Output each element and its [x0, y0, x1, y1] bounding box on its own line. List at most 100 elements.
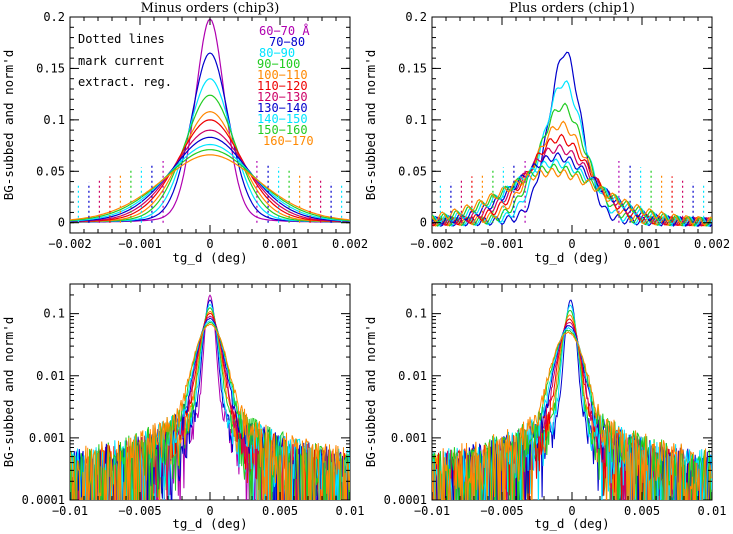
y-tick-label: 0 — [58, 216, 65, 230]
series-line — [70, 78, 350, 223]
series-line — [432, 331, 712, 500]
axis-ticks: −0.01 −0.005 0 0.005 0.01 0.0001 0.001 0.01 0.1 — [22, 284, 365, 518]
panel-plus-orders-log: −0.01 −0.005 0 0.005 0.010.00010.0010.010.1 … — [363, 283, 727, 531]
series-line — [432, 51, 712, 228]
legend-entry: 70−80 — [269, 35, 305, 49]
extraction-region-markers — [77, 161, 343, 223]
x-tick-label: −0.005 — [480, 504, 523, 518]
x-tick-label: −0.01 — [414, 504, 450, 518]
x-tick-label: −0.01 — [52, 504, 88, 518]
annotation-line-3: extract. reg. — [78, 75, 172, 89]
plot-frame — [69, 16, 351, 234]
series-group — [70, 18, 350, 223]
series-line — [432, 151, 712, 227]
series-line — [70, 119, 350, 223]
series-line — [432, 163, 712, 227]
annotation-line-2: mark current — [78, 54, 165, 68]
x-axis-label: tg_d (deg) — [172, 516, 247, 531]
series-line — [70, 143, 350, 222]
y-tick-label: 0.15 — [398, 61, 427, 75]
x-tick-label: 0.01 — [698, 504, 727, 518]
y-tick-label: 0.0001 — [384, 493, 427, 507]
series-line — [70, 136, 350, 222]
series-line — [432, 143, 712, 227]
y-tick-label: 0.05 — [36, 164, 65, 178]
y-tick-label: 0.2 — [43, 10, 65, 24]
x-tick-label: −0.005 — [118, 504, 161, 518]
y-tick-label: 0.001 — [391, 431, 427, 445]
y-tick-label: 0.1 — [405, 307, 427, 321]
y-tick-label: 0.01 — [36, 369, 65, 383]
legend-entry: 110−120 — [257, 79, 308, 93]
y-tick-label: 0.2 — [405, 10, 427, 24]
x-tick-label: −0.001 — [118, 237, 161, 251]
legend-entry: 150−160 — [257, 123, 308, 137]
x-tick-label: −0.001 — [480, 237, 523, 251]
series-line — [70, 294, 350, 500]
y-tick-label: 0.1 — [43, 307, 65, 321]
legend-entry: 140−150 — [257, 112, 308, 126]
legend-entry: 130−140 — [257, 101, 308, 115]
series-group — [432, 299, 712, 500]
x-tick-label: 0.005 — [624, 504, 660, 518]
panel-title: Plus orders (chip1) — [509, 1, 635, 16]
legend-entry: 90−100 — [257, 57, 300, 71]
y-tick-label: 0.0001 — [22, 493, 65, 507]
axis-ticks: −0.002 −0.001 0 0.001 0.002 0 0.05 0.1 0.15 0.2 — [398, 10, 730, 251]
series-line — [432, 80, 712, 227]
y-tick-label: 0.15 — [36, 61, 65, 75]
x-tick-label: 0.01 — [336, 504, 365, 518]
x-tick-label: 0.001 — [624, 237, 660, 251]
series-group — [70, 294, 350, 500]
series-line — [70, 94, 350, 223]
legend-entry: 160−170 — [263, 134, 314, 148]
legend: 60−70 Å70−8080−9090−100100−110110−120120… — [257, 23, 314, 148]
series-line — [70, 18, 350, 223]
y-axis-label: BG-subbed and norm'd — [363, 50, 378, 201]
x-axis-label: tg_d (deg) — [534, 250, 609, 265]
panel-title: Minus orders (chip3) — [141, 1, 280, 16]
x-tick-label: −0.002 — [48, 237, 91, 251]
legend-entry: 120−130 — [257, 90, 308, 104]
annotation-line-1: Dotted lines — [78, 32, 165, 46]
x-tick-label: 0 — [568, 237, 575, 251]
x-axis-label: tg_d (deg) — [172, 250, 247, 265]
x-tick-label: 0.005 — [262, 504, 298, 518]
y-tick-label: 0.001 — [29, 431, 65, 445]
y-tick-label: 0.01 — [398, 369, 427, 383]
series-line — [70, 149, 350, 221]
y-tick-label: 0 — [420, 216, 427, 230]
y-tick-label: 0.1 — [405, 113, 427, 127]
legend-entry: 100−110 — [257, 68, 308, 82]
panel-minus-orders-linear: Minus orders (chip3) −0.002 −0.001 0 0.001 0… — [1, 1, 368, 265]
x-tick-label: −0.002 — [410, 237, 453, 251]
y-axis-label: BG-subbed and norm'd — [1, 50, 16, 201]
series-line — [70, 315, 349, 500]
legend-entry: 60−70 Å — [259, 23, 310, 38]
legend-entry: 80−90 — [259, 46, 295, 60]
x-axis-label: tg_d (deg) — [534, 516, 609, 531]
y-tick-label: 0.1 — [43, 113, 65, 127]
series-line — [70, 110, 350, 223]
extraction-region-markers — [439, 161, 705, 223]
axis-ticks: −0.002 −0.001 0 0.001 0.002 0 0.05 0.1 0.15 0.2 — [36, 10, 368, 251]
series-line — [432, 167, 712, 226]
series-line — [70, 129, 350, 222]
x-tick-label: 0.002 — [332, 237, 368, 251]
axis-ticks: −0.01 −0.005 0 0.005 0.01 0.0001 0.001 0.01 0.1 — [384, 284, 727, 518]
series-line — [71, 303, 350, 500]
panel-plus-orders-linear: Plus orders (chip1) −0.002 −0.001 0 0.001 0.… — [363, 1, 730, 265]
x-tick-label: 0 — [568, 504, 575, 518]
x-tick-label: 0.002 — [694, 237, 730, 251]
x-tick-label: 0.001 — [262, 237, 298, 251]
series-line — [70, 154, 350, 221]
y-tick-label: 0.05 — [398, 164, 427, 178]
plot-frame — [431, 16, 713, 234]
series-group — [432, 51, 712, 228]
panel-minus-orders-log: −0.01 −0.005 0 0.005 0.010.00010.0010.010.1 … — [1, 283, 365, 531]
x-tick-label: 0 — [206, 504, 213, 518]
series-line — [432, 321, 711, 500]
x-tick-label: 0 — [206, 237, 213, 251]
